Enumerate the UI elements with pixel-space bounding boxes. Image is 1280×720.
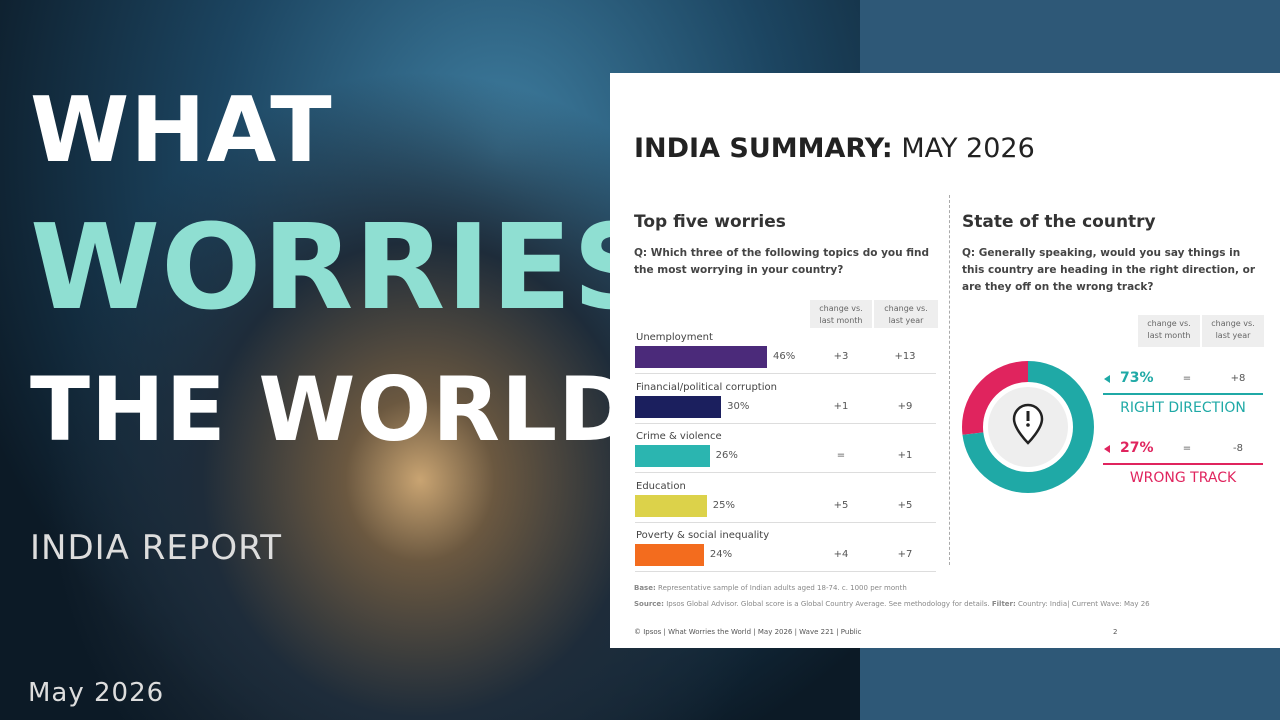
change-year: +8 bbox=[1230, 373, 1246, 384]
pin-icon bbox=[1026, 411, 1030, 421]
change-month: +1 bbox=[833, 400, 849, 412]
value-label: 73% bbox=[1120, 370, 1154, 386]
bar bbox=[635, 544, 704, 566]
cover-line: THE WORLD? bbox=[30, 358, 685, 461]
note-text: Country: India| Current Wave: May 26 bbox=[1018, 600, 1150, 608]
cover-date: May 2026 bbox=[28, 678, 165, 708]
note-text: Ipsos Global Advisor. Global score is a … bbox=[666, 600, 990, 608]
row-rule bbox=[635, 373, 936, 374]
category-label: Poverty & social inequality bbox=[636, 530, 770, 541]
divider bbox=[949, 195, 950, 565]
change-month: = bbox=[1182, 443, 1192, 454]
category-label: RIGHT DIRECTION bbox=[1120, 400, 1246, 416]
category-label: WRONG TRACK bbox=[1129, 470, 1237, 486]
section-heading: Top five worries bbox=[634, 212, 786, 232]
row-rule bbox=[1103, 463, 1263, 465]
value-label: 25% bbox=[712, 499, 735, 511]
change-year: +13 bbox=[894, 351, 916, 362]
section-heading: State of the country bbox=[962, 212, 1156, 232]
source-note: Source: Ipsos Global Advisor. Global sco… bbox=[634, 600, 1150, 608]
category-label: Financial/political corruption bbox=[636, 381, 777, 393]
arrow bbox=[1104, 445, 1110, 453]
change-year: +9 bbox=[897, 400, 913, 412]
change-year: +5 bbox=[897, 499, 913, 511]
page-number: 2 bbox=[1113, 628, 1118, 636]
cover-subtitle: INDIA REPORT bbox=[30, 528, 283, 568]
note-label: Source: bbox=[634, 600, 664, 608]
change-year: +1 bbox=[897, 450, 913, 461]
category-label: Crime & violence bbox=[636, 431, 722, 442]
category-label: Education bbox=[636, 480, 686, 492]
title-rest: MAY 2026 bbox=[901, 133, 1035, 164]
change-year: +7 bbox=[897, 549, 913, 560]
pin-icon bbox=[1026, 423, 1030, 427]
bar bbox=[635, 445, 710, 467]
copyright: © Ipsos | What Worries the World | May 2… bbox=[634, 628, 862, 636]
note-label: Filter: bbox=[991, 600, 1016, 608]
bar bbox=[635, 395, 722, 418]
cover-line: WHAT bbox=[30, 78, 333, 183]
summary-card: INDIA SUMMARY: MAY 2026 Top five worries… bbox=[610, 73, 1280, 648]
change-year: -8 bbox=[1233, 443, 1243, 454]
change-month: +4 bbox=[833, 549, 849, 560]
row-rule bbox=[635, 422, 936, 424]
arrow bbox=[1104, 375, 1110, 383]
donut bbox=[962, 361, 1094, 493]
note-text: Representative sample of Indian adults a… bbox=[658, 584, 907, 592]
change-month: = bbox=[836, 450, 846, 461]
question: Q: Which three of the following topics d… bbox=[634, 247, 930, 276]
question: Q: Generally speaking, would you say thi… bbox=[962, 247, 1255, 293]
note-label: Base: bbox=[634, 584, 656, 592]
value-label: 27% bbox=[1120, 440, 1154, 456]
cover-line: WORRIES bbox=[30, 198, 659, 336]
value-label: 24% bbox=[709, 549, 733, 560]
column-header: change vs. last month bbox=[810, 300, 872, 328]
bar bbox=[635, 346, 768, 368]
summary-title: INDIA SUMMARY: MAY 2026 bbox=[634, 133, 1035, 164]
column-header: change vs. last year bbox=[874, 300, 938, 328]
donut-segment bbox=[962, 361, 1094, 493]
base-note: Base: Representative sample of Indian ad… bbox=[634, 584, 907, 592]
change-month: +3 bbox=[833, 351, 849, 362]
title-bold: INDIA SUMMARY: bbox=[634, 133, 893, 164]
value-label: 26% bbox=[715, 450, 738, 461]
change-month: = bbox=[1182, 373, 1192, 384]
column-header: change vs. last year bbox=[1202, 315, 1264, 347]
value-label: 30% bbox=[727, 400, 750, 412]
value-label: 46% bbox=[773, 351, 796, 362]
row-rule bbox=[635, 571, 936, 572]
change-month: +5 bbox=[833, 499, 849, 511]
bar bbox=[635, 494, 707, 517]
row-rule bbox=[1103, 393, 1263, 395]
category-label: Unemployment bbox=[636, 332, 713, 343]
row-rule bbox=[635, 521, 936, 523]
column-header: change vs. last month bbox=[1138, 315, 1200, 347]
row-rule bbox=[635, 472, 936, 473]
